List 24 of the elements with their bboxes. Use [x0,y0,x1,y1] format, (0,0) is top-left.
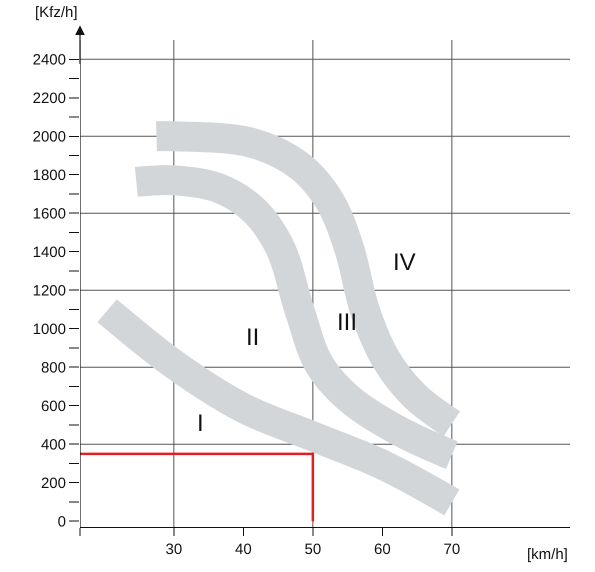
y-tick-label: 2000 [32,128,66,146]
y-tick-label: 1400 [32,244,66,261]
y-tick-label: 800 [40,359,66,376]
annotation: I [197,410,204,437]
y-tick-label: 200 [40,474,66,492]
x-tick-label: 40 [234,541,252,558]
x-tick-label: 50 [304,541,322,558]
annotation: III [337,309,358,336]
x-tick-label: 60 [374,541,391,558]
y-tick-label: 600 [40,398,66,415]
y-axis-title: [Kfz/h] [35,4,78,21]
y-tick-label: 1800 [32,166,66,184]
y-tick-label: 0 [58,513,66,530]
annotation: IV [393,249,416,276]
x-tick-label: 70 [443,541,460,558]
y-tick-label: 1600 [32,205,66,222]
y-tick-label: 1200 [32,282,66,300]
x-axis-title: [km/h] [527,546,568,563]
y-tick-label: 2400 [32,52,66,68]
y-tick-label: 1000 [32,320,66,338]
y-tick-label: 400 [40,436,66,454]
y-tick-label: 2200 [32,90,66,107]
x-tick-label: 30 [165,541,182,558]
annotation: II [246,324,260,351]
